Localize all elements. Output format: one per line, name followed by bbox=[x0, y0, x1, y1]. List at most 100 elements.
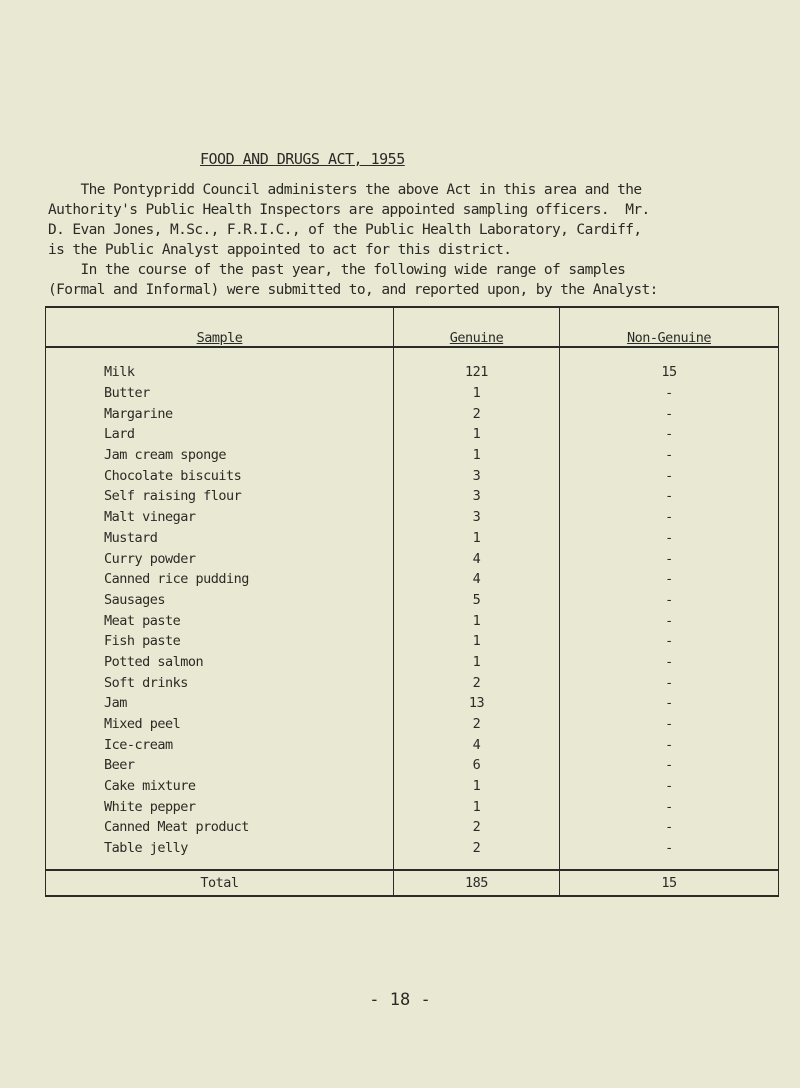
sample-name: Mustard bbox=[45, 527, 394, 549]
non-genuine-count: - bbox=[559, 672, 779, 693]
genuine-count: 3 bbox=[393, 465, 560, 487]
table-row: Potted salmon 1- bbox=[45, 651, 779, 673]
table-row: Ice-cream 4- bbox=[45, 734, 779, 756]
table-row: Malt vinegar 3- bbox=[45, 506, 779, 528]
table-row: Milk 121 15 bbox=[45, 347, 779, 383]
non-genuine-count: - bbox=[559, 444, 779, 466]
table-row: Soft drinks 2- bbox=[45, 672, 779, 693]
sample-name: Self raising flour bbox=[45, 486, 394, 507]
table-row: Lard 1- bbox=[45, 424, 779, 445]
genuine-count: 1 bbox=[393, 610, 560, 631]
table-row: White pepper 1- bbox=[45, 796, 779, 818]
sample-name: Milk bbox=[45, 347, 394, 383]
genuine-count: 2 bbox=[393, 403, 560, 425]
non-genuine-count: - bbox=[559, 610, 779, 631]
non-genuine-count: - bbox=[559, 568, 779, 590]
table-row: Fish paste 1- bbox=[45, 630, 779, 652]
non-genuine-count: - bbox=[559, 506, 779, 528]
table-row: Jam 13- bbox=[45, 693, 779, 714]
genuine-count: 1 bbox=[393, 527, 560, 549]
samples-paragraph: In the course of the past year, the foll… bbox=[48, 262, 658, 298]
sample-name: Meat paste bbox=[45, 610, 394, 631]
sample-name: Butter bbox=[45, 382, 394, 404]
sample-name: White pepper bbox=[45, 796, 394, 818]
non-genuine-count: - bbox=[559, 817, 779, 838]
table-row: Mixed peel 2- bbox=[45, 713, 779, 735]
genuine-count: 1 bbox=[393, 382, 560, 404]
header-non-genuine: Non-Genuine bbox=[559, 306, 779, 348]
non-genuine-count: - bbox=[559, 734, 779, 756]
sample-name: Chocolate biscuits bbox=[45, 465, 394, 487]
page-number: - 18 - bbox=[369, 990, 431, 1010]
sample-name: Sausages bbox=[45, 589, 394, 611]
genuine-count: 6 bbox=[393, 755, 560, 776]
sample-name: Canned Meat product bbox=[45, 817, 394, 838]
intro-paragraph: The Pontypridd Council administers the a… bbox=[48, 182, 650, 258]
table-row: Beer 6- bbox=[45, 755, 779, 776]
non-genuine-count: - bbox=[559, 713, 779, 735]
genuine-count: 2 bbox=[393, 713, 560, 735]
genuine-count: 1 bbox=[393, 796, 560, 818]
table-row: Cake mixture 1- bbox=[45, 775, 779, 797]
table-row: Sausages 5- bbox=[45, 589, 779, 611]
sample-name: Curry powder bbox=[45, 548, 394, 569]
sample-name: Soft drinks bbox=[45, 672, 394, 693]
non-genuine-count: 15 bbox=[559, 347, 779, 383]
header-genuine: Genuine bbox=[393, 306, 560, 348]
table-row: Canned Meat product 2- bbox=[45, 817, 779, 838]
sample-name: Table jelly bbox=[45, 837, 394, 870]
genuine-count: 1 bbox=[393, 775, 560, 797]
total-genuine: 185 bbox=[393, 868, 560, 897]
sample-name: Fish paste bbox=[45, 630, 394, 652]
header-sample: Sample bbox=[45, 306, 394, 348]
table-row: Butter 1- bbox=[45, 382, 779, 404]
document-title: FOOD AND DRUGS ACT, 1955 bbox=[200, 150, 405, 168]
genuine-count: 4 bbox=[393, 734, 560, 756]
sample-name: Malt vinegar bbox=[45, 506, 394, 528]
genuine-count: 121 bbox=[393, 347, 560, 383]
genuine-count: 4 bbox=[393, 548, 560, 569]
genuine-count: 2 bbox=[393, 837, 560, 870]
sample-name: Potted salmon bbox=[45, 651, 394, 673]
non-genuine-count: - bbox=[559, 486, 779, 507]
genuine-count: 13 bbox=[393, 693, 560, 714]
sample-name: Canned rice pudding bbox=[45, 568, 394, 590]
genuine-count: 1 bbox=[393, 651, 560, 673]
table-row: Table jelly 2- bbox=[45, 837, 779, 870]
table-header-row: Sample Genuine Non-Genuine bbox=[45, 306, 779, 348]
non-genuine-count: - bbox=[559, 630, 779, 652]
non-genuine-count: - bbox=[559, 548, 779, 569]
sample-name: Jam bbox=[45, 693, 394, 714]
table-row: Margarine 2- bbox=[45, 403, 779, 425]
total-label: Total bbox=[45, 868, 394, 897]
non-genuine-count: - bbox=[559, 527, 779, 549]
table-row: Meat paste 1- bbox=[45, 610, 779, 631]
total-non-genuine: 15 bbox=[559, 868, 779, 897]
table-row: Self raising flour 3- bbox=[45, 486, 779, 507]
sample-name: Ice-cream bbox=[45, 734, 394, 756]
genuine-count: 1 bbox=[393, 424, 560, 445]
sample-name: Lard bbox=[45, 424, 394, 445]
non-genuine-count: - bbox=[559, 424, 779, 445]
sample-name: Jam cream sponge bbox=[45, 444, 394, 466]
genuine-count: 3 bbox=[393, 486, 560, 507]
table-row: Chocolate biscuits 3- bbox=[45, 465, 779, 487]
non-genuine-count: - bbox=[559, 837, 779, 870]
table-row: Curry powder 4- bbox=[45, 548, 779, 569]
genuine-count: 2 bbox=[393, 672, 560, 693]
sample-name: Beer bbox=[45, 755, 394, 776]
sample-name: Margarine bbox=[45, 403, 394, 425]
sample-name: Cake mixture bbox=[45, 775, 394, 797]
genuine-count: 5 bbox=[393, 589, 560, 611]
non-genuine-count: - bbox=[559, 403, 779, 425]
non-genuine-count: - bbox=[559, 651, 779, 673]
genuine-count: 1 bbox=[393, 444, 560, 466]
table-row: Jam cream sponge 1- bbox=[45, 444, 779, 466]
non-genuine-count: - bbox=[559, 796, 779, 818]
table-row: Canned rice pudding 4- bbox=[45, 568, 779, 590]
total-row: Total 185 15 bbox=[45, 868, 779, 897]
genuine-count: 2 bbox=[393, 817, 560, 838]
non-genuine-count: - bbox=[559, 382, 779, 404]
table-row: Mustard 1- bbox=[45, 527, 779, 549]
sample-name: Mixed peel bbox=[45, 713, 394, 735]
